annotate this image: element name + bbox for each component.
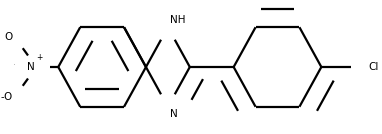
Text: NH: NH [170,15,185,25]
Text: -O: -O [0,92,13,102]
Text: O: O [4,32,13,42]
Text: N: N [27,62,34,72]
Text: N: N [170,109,178,119]
Text: +: + [36,53,42,62]
Text: Cl: Cl [369,62,379,72]
